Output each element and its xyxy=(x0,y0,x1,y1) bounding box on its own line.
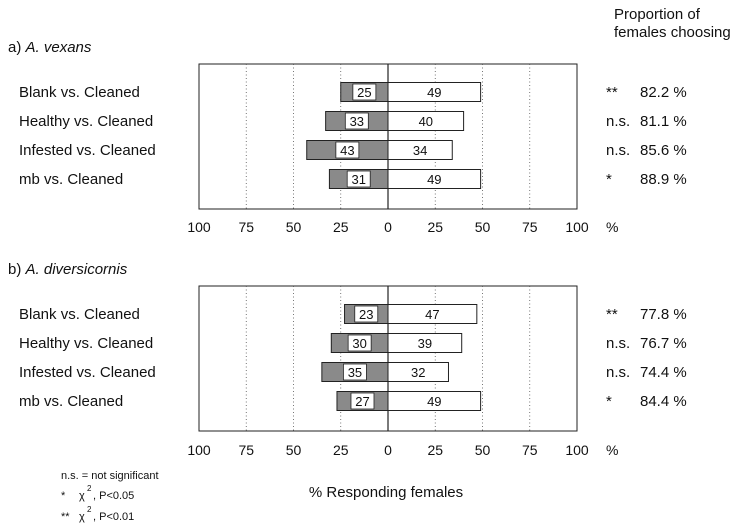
legend-p05: * χ 2 , P<0.05 xyxy=(61,484,134,502)
x-tick-label: 50 xyxy=(286,442,302,458)
proportion-value: 81.1 % xyxy=(640,113,687,130)
value-label-right: 49 xyxy=(427,85,441,100)
bar-right xyxy=(387,169,482,189)
x-tick-label: 0 xyxy=(384,442,392,458)
value-label-right: 40 xyxy=(419,114,433,129)
x-tick-label: 100 xyxy=(187,442,211,458)
category-label: Infested vs. Cleaned xyxy=(19,142,156,159)
legend-p01-text: , P<0.01 xyxy=(93,511,134,523)
proportion-value: 84.4 % xyxy=(640,393,687,410)
category-label: Healthy vs. Cleaned xyxy=(19,113,153,130)
x-tick-label: 25 xyxy=(333,442,349,458)
significance-marker: n.s. xyxy=(606,113,630,130)
x-tick-label: 50 xyxy=(286,219,302,235)
panel-a: a) A. vexans 100 75 50 25 0 25 50 75 100 % Blank vs… xyxy=(8,39,687,235)
significance-marker: ** xyxy=(606,306,618,323)
legend-star-2: ** xyxy=(61,511,70,523)
value-box-left xyxy=(346,170,371,188)
value-box-left xyxy=(350,392,375,410)
value-label-left: 31 xyxy=(351,172,365,187)
proportion-value: 74.4 % xyxy=(640,364,687,381)
proportion-value: 77.8 % xyxy=(640,306,687,323)
significance-marker: ** xyxy=(606,84,618,101)
x-tick-label: 0 xyxy=(384,219,392,235)
x-tick-label: 100 xyxy=(187,219,211,235)
significance-marker: n.s. xyxy=(606,335,630,352)
x-tick-label: 100 xyxy=(565,219,589,235)
category-label: mb vs. Cleaned xyxy=(19,171,123,188)
x-tick-label: 75 xyxy=(238,219,254,235)
legend-chi-exp-1: 2 xyxy=(87,484,92,493)
category-label: Infested vs. Cleaned xyxy=(19,364,156,381)
proportion-value: 88.9 % xyxy=(640,171,687,188)
category-label: Healthy vs. Cleaned xyxy=(19,335,153,352)
value-label-left: 23 xyxy=(359,307,373,322)
value-label-right: 34 xyxy=(413,143,427,158)
legend-chi-1: χ xyxy=(79,490,85,502)
legend-p01: ** χ 2 , P<0.01 xyxy=(61,505,134,523)
legend-chi-2: χ xyxy=(79,511,85,523)
category-label: Blank vs. Cleaned xyxy=(19,306,140,323)
value-label-left: 30 xyxy=(352,336,366,351)
value-label-left: 35 xyxy=(348,365,362,380)
value-label-right: 32 xyxy=(411,365,425,380)
legend-p05-text: , P<0.05 xyxy=(93,490,134,502)
header-line1: Proportion of xyxy=(614,6,701,23)
significance-marker: * xyxy=(606,171,612,188)
value-box-left xyxy=(335,141,360,159)
panel-b: b) A. diversicornis 100 75 50 25 0 25 50 75 100 % B… xyxy=(8,261,687,458)
panel-title: b) A. diversicornis xyxy=(8,261,128,278)
proportion-value: 76.7 % xyxy=(640,335,687,352)
value-box-left xyxy=(343,363,367,381)
bar-right xyxy=(387,362,449,382)
x-tick-label: 25 xyxy=(333,219,349,235)
value-label-right: 39 xyxy=(418,336,432,351)
x-axis-title: % Responding females xyxy=(309,484,463,501)
proportion-value: 85.6 % xyxy=(640,142,687,159)
x-tick-label: 50 xyxy=(475,219,491,235)
x-tick-label: 75 xyxy=(238,442,254,458)
x-tick-label: 50 xyxy=(475,442,491,458)
bar-right xyxy=(387,304,478,324)
significance-marker: * xyxy=(606,393,612,410)
legend-chi-exp-2: 2 xyxy=(87,505,92,514)
bar-right xyxy=(387,140,453,160)
bar-right xyxy=(387,82,482,102)
value-box-left xyxy=(354,305,379,323)
x-tick-label: 100 xyxy=(565,442,589,458)
header-line2: females choosing xyxy=(614,24,731,41)
value-box-left xyxy=(347,334,372,352)
significance-marker: n.s. xyxy=(606,364,630,381)
value-box-left xyxy=(352,83,377,101)
value-label-left: 25 xyxy=(357,85,371,100)
value-label-right: 49 xyxy=(427,394,441,409)
value-label-right: 47 xyxy=(425,307,439,322)
x-tick-label: 25 xyxy=(427,442,443,458)
category-label: Blank vs. Cleaned xyxy=(19,84,140,101)
proportion-value: 82.2 % xyxy=(640,84,687,101)
bar-right xyxy=(387,111,465,131)
category-label: mb vs. Cleaned xyxy=(19,393,123,410)
x-unit-label: % xyxy=(606,219,618,235)
value-box-left xyxy=(344,112,369,130)
value-label-left: 43 xyxy=(340,143,354,158)
bar-right xyxy=(387,391,482,411)
legend-star-1: * xyxy=(61,490,66,502)
x-tick-label: 25 xyxy=(427,219,443,235)
x-tick-label: 75 xyxy=(522,442,538,458)
value-label-left: 33 xyxy=(350,114,364,129)
significance-marker: n.s. xyxy=(606,142,630,159)
panel-title: a) A. vexans xyxy=(8,39,92,56)
value-label-left: 27 xyxy=(355,394,369,409)
bar-right xyxy=(387,333,463,353)
legend-ns: n.s. = not significant xyxy=(61,470,159,482)
value-label-right: 49 xyxy=(427,172,441,187)
x-unit-label: % xyxy=(606,442,618,458)
x-tick-label: 75 xyxy=(522,219,538,235)
